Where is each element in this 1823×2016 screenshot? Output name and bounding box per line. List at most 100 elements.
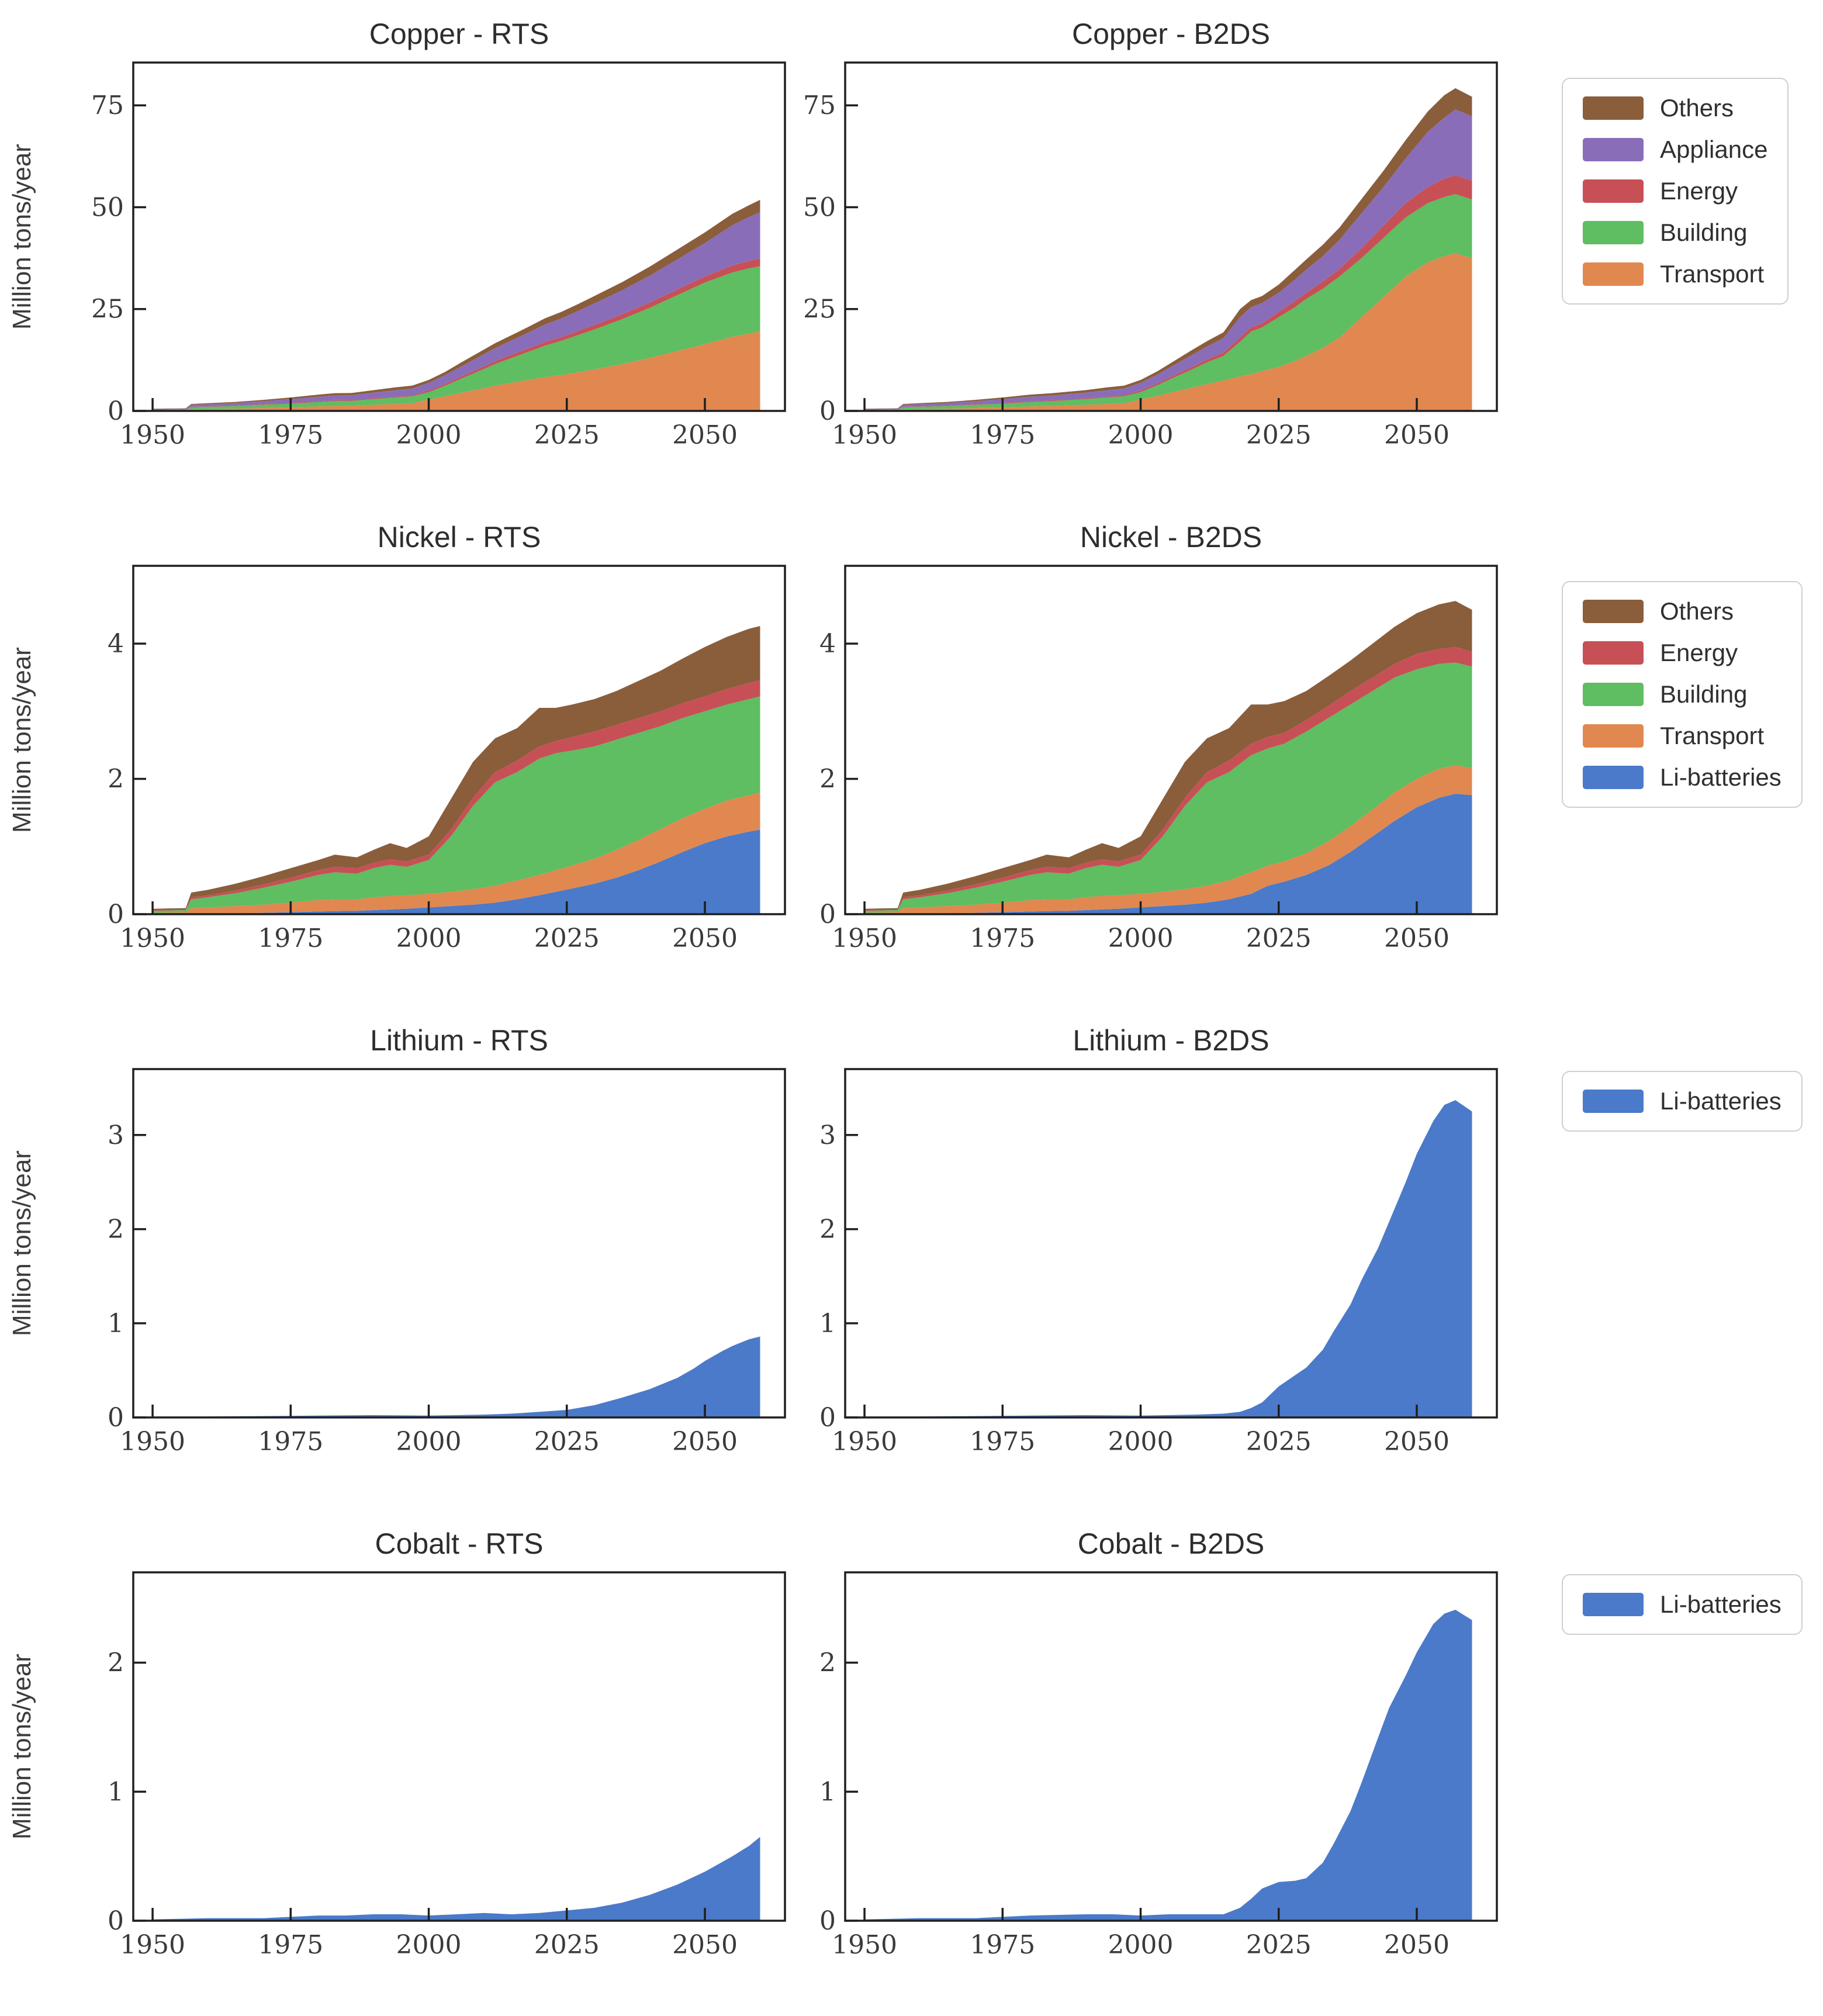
y-axis: 0 1 2 3 [108,1121,146,1433]
legend-label: Others [1660,94,1734,122]
x-tick-label: 1975 [258,1930,323,1960]
plot-border [132,1571,786,1922]
y-tick-label: 25 [803,295,836,324]
x-tick-label: 2050 [1384,924,1450,953]
chart-canvas: 1950 1975 2000 2025 2050 0 1 2 3 Lithium - RTS Mil… [8,1024,786,1457]
legend-item-appliance: Appliance [1583,136,1767,162]
legend-label: Energy [1660,639,1738,667]
x-tick-label: 1975 [970,1427,1035,1457]
legend-item-li-batteries: Li-batteries [1583,765,1782,790]
x-tick-label: 2050 [1384,420,1450,450]
x-tick-label: 2050 [672,1427,738,1457]
area-building [153,266,760,411]
x-tick-label: 1950 [832,1427,897,1457]
chart-copper-rts: 1950 1975 2000 2025 2050 0 25 50 75 Copper - RTS M… [0,0,786,503]
legend-swatch [1583,179,1644,203]
legend-box: Others Appliance Energy Building Transport [1562,78,1789,305]
x-tick-label: 1975 [258,924,323,953]
y-tick-label: 75 [803,91,836,120]
y-axis: 0 25 50 75 [91,91,146,426]
plot-border [132,565,786,915]
x-axis: 1950 1975 2000 2025 2050 [120,398,738,450]
x-tick-label: 1975 [258,1427,323,1457]
legend-box: Li-batteries [1562,1574,1803,1635]
area-others [153,625,760,911]
y-tick-label: 2 [108,765,124,794]
legend-item-li-batteries: Li-batteries [1583,1590,1782,1618]
y-tick-label: 1 [819,1777,836,1807]
y-axis: 0 1 2 3 [819,1121,858,1433]
legend-swatch [1583,1593,1644,1617]
legend-box: Others Energy Building Transport Li-batterie… [1562,581,1803,808]
y-tick-label: 75 [91,91,124,120]
x-tick-label: 2000 [1108,924,1174,953]
legend-item-building: Building [1583,682,1782,707]
y-axis-label: Million tons/year [8,1654,36,1839]
y-tick-label: 4 [108,629,124,659]
area-li-batteries [864,794,1472,914]
area-energy [153,680,760,911]
chart-canvas: 1950 1975 2000 2025 2050 0 1 2 Cobalt - B2DS [819,1527,1498,1960]
area-energy [864,646,1472,911]
area-building [864,662,1472,913]
legend-label: Building [1660,680,1748,708]
legend-lithium: Li-batteries [1555,1007,1823,1510]
x-tick-label: 2000 [396,1930,462,1960]
y-tick-label: 0 [108,1906,124,1936]
x-tick-label: 2025 [1246,924,1312,953]
chart-lithium-b2ds: 1950 1975 2000 2025 2050 0 1 2 3 Lithium - B2DS [786,1007,1555,1510]
y-tick-label: 0 [819,900,836,929]
x-tick-label: 1975 [258,420,323,450]
legend-swatch [1583,262,1644,286]
x-tick-label: 2050 [1384,1930,1450,1960]
x-tick-label: 2050 [672,1930,738,1960]
legend-label: Transport [1660,722,1765,750]
x-axis: 1950 1975 2000 2025 2050 [832,1405,1450,1457]
legend-label: Li-batteries [1660,1087,1782,1115]
x-tick-label: 2025 [1246,420,1312,450]
legend-item-energy: Energy [1583,178,1767,204]
plot-border [132,61,786,412]
legend-item-energy: Energy [1583,639,1782,667]
y-tick-label: 25 [91,295,124,324]
y-tick-label: 0 [108,900,124,929]
chart-canvas: 1950 1975 2000 2025 2050 0 25 50 75 Copper - RTS M… [8,18,786,450]
y-axis: 0 2 4 [108,629,146,929]
area-others [153,199,760,409]
y-tick-label: 3 [819,1121,836,1150]
y-tick-label: 1 [108,1309,124,1339]
plot-border [132,1068,786,1419]
legend-swatch [1583,724,1644,748]
legend-swatch [1583,1090,1644,1114]
legend-swatch [1583,641,1644,665]
x-tick-label: 1950 [832,420,897,450]
y-tick-label: 2 [819,1648,836,1678]
legend-label: Others [1660,597,1734,625]
chart-title: Lithium - RTS [370,1024,548,1057]
x-tick-label: 1950 [832,924,897,953]
x-tick-label: 2025 [1246,1930,1312,1960]
y-axis: 0 1 2 [108,1648,146,1936]
y-tick-label: 2 [108,1215,124,1244]
legend-cobalt: Li-batteries [1555,1510,1823,2013]
chart-cobalt-b2ds: 1950 1975 2000 2025 2050 0 1 2 Cobalt - B2DS [786,1510,1555,2013]
y-tick-label: 4 [819,629,836,659]
x-tick-label: 2000 [396,420,462,450]
chart-canvas: 1950 1975 2000 2025 2050 0 2 4 Nickel - RTS Milli… [8,521,786,953]
x-tick-label: 2000 [1108,1427,1174,1457]
legend-item-transport: Transport [1583,723,1782,749]
legend-box: Li-batteries [1562,1071,1803,1132]
y-axis-label: Million tons/year [8,144,36,330]
legend-label: Building [1660,219,1748,247]
y-tick-label: 0 [108,396,124,426]
y-tick-label: 0 [819,396,836,426]
x-axis: 1950 1975 2000 2025 2050 [832,398,1450,450]
area-li-batteries [153,1837,760,1921]
legend-nickel: Others Energy Building Transport Li-batterie… [1555,503,1823,1007]
x-tick-label: 1950 [120,924,185,953]
area-li-batteries [153,1336,760,1417]
x-tick-label: 2025 [1246,1427,1312,1457]
chart-canvas: 1950 1975 2000 2025 2050 0 1 2 Cobalt - RTS Milli… [8,1527,786,1960]
legend-label: Li-batteries [1660,1590,1782,1618]
x-tick-label: 2025 [534,924,600,953]
